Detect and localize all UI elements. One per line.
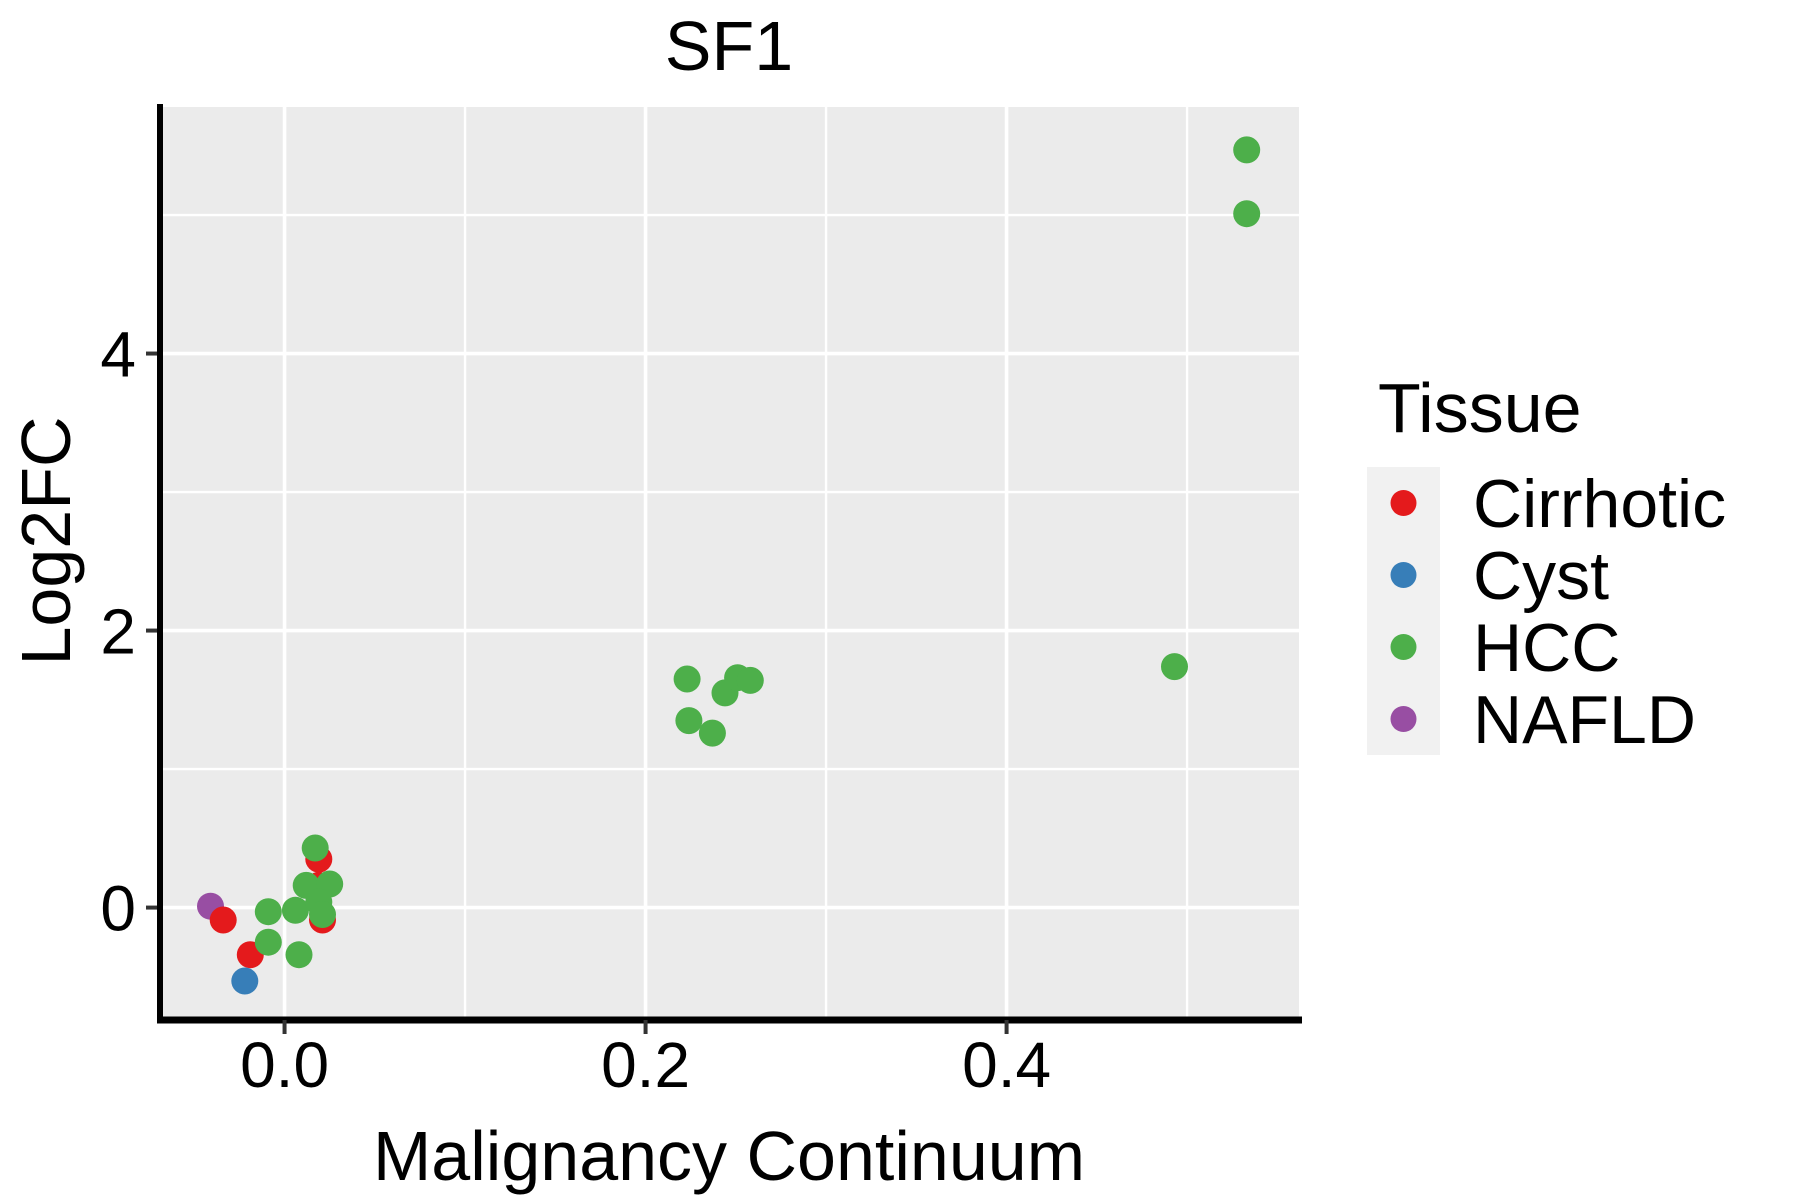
data-point-hcc xyxy=(254,898,282,926)
data-point-hcc xyxy=(281,896,309,924)
data-point-cirrhotic xyxy=(209,906,237,934)
legend-dot-cyst xyxy=(1390,562,1417,588)
data-point-hcc xyxy=(285,941,313,969)
legend-title: Tissue xyxy=(1378,369,1582,447)
data-point-hcc xyxy=(698,719,726,747)
data-point-hcc xyxy=(301,834,329,862)
legend-dot-cirrhotic xyxy=(1390,490,1417,516)
data-point-hcc xyxy=(675,707,703,735)
data-point-hcc xyxy=(1233,136,1261,164)
y-tick-label: 2 xyxy=(100,596,136,668)
y-axis-label: Log2FC xyxy=(7,416,85,665)
legend-label-nafld: NAFLD xyxy=(1473,682,1696,758)
data-point-hcc xyxy=(254,928,282,956)
legend-label-cirrhotic: Cirrhotic xyxy=(1473,466,1726,542)
legend-dot-nafld xyxy=(1390,706,1417,732)
x-tick-label: 0.0 xyxy=(240,1029,329,1101)
chart-title: SF1 xyxy=(665,7,793,85)
legend-label-hcc: HCC xyxy=(1473,610,1620,686)
x-axis-label: Malignancy Continuum xyxy=(373,1117,1085,1195)
data-point-hcc xyxy=(309,901,336,928)
x-tick-label: 0.4 xyxy=(962,1029,1051,1101)
y-tick-label: 0 xyxy=(100,873,136,945)
data-point-hcc xyxy=(1161,653,1188,681)
data-point-hcc xyxy=(1233,200,1261,228)
x-tick-label: 0.2 xyxy=(601,1029,690,1101)
y-tick-label: 4 xyxy=(100,319,136,391)
legend-label-cyst: Cyst xyxy=(1473,538,1609,614)
data-point-hcc xyxy=(673,665,701,693)
legend-dot-hcc xyxy=(1390,634,1417,660)
data-point-hcc xyxy=(736,666,764,694)
plot-panel: 0 2 4 0.0 0.2 0.4 xyxy=(100,104,1302,1101)
data-point-cyst xyxy=(231,967,259,995)
panel-background xyxy=(160,107,1299,1017)
